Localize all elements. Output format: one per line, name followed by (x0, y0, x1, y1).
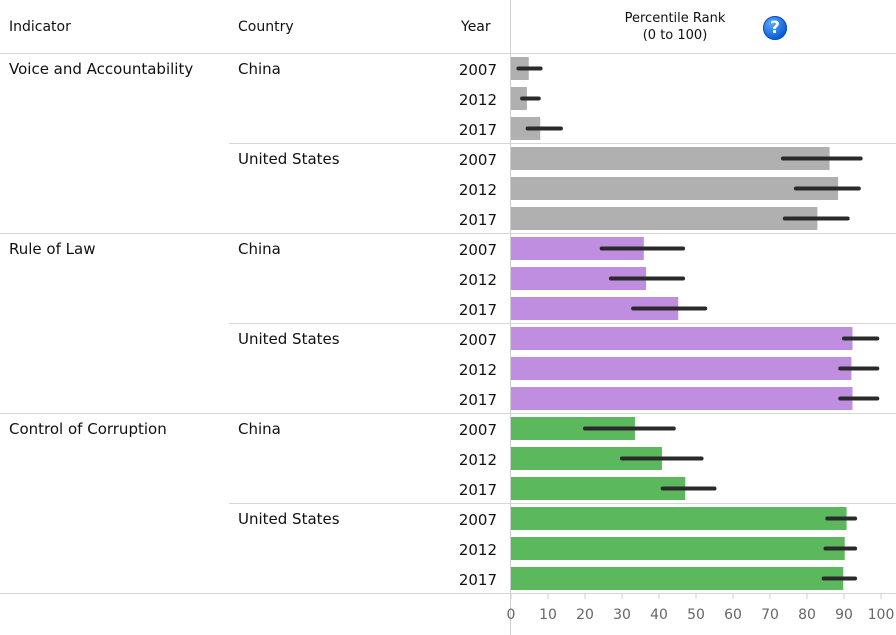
x-tick-label: 20 (576, 607, 594, 623)
year-label: 2012 (458, 271, 497, 289)
country-label: China (238, 420, 281, 438)
year-label: 2007 (458, 241, 497, 259)
bar (511, 147, 830, 170)
header-pr-line1: Percentile Rank (624, 11, 726, 26)
country-label: China (238, 240, 281, 258)
bar (511, 417, 635, 440)
indicator-label: Voice and Accountability (9, 60, 194, 78)
header-pr-line2: (0 to 100) (642, 28, 708, 43)
bar (511, 357, 852, 380)
x-tick-label: 50 (687, 607, 705, 623)
bar (511, 117, 541, 140)
bar (511, 297, 679, 320)
year-label: 2012 (458, 541, 497, 559)
year-label: 2017 (458, 301, 497, 319)
indicator-label: Control of Corruption (9, 420, 167, 438)
year-label: 2017 (458, 391, 497, 409)
year-label: 2017 (458, 211, 497, 229)
year-label: 2007 (458, 421, 497, 439)
year-label: 2017 (458, 481, 497, 499)
x-tick-label: 60 (724, 607, 742, 623)
header-indicator: Indicator (9, 19, 71, 35)
year-label: 2012 (458, 451, 497, 469)
indicator-label: Rule of Law (9, 240, 96, 258)
x-tick-label: 0 (507, 607, 516, 623)
x-tick-label: 40 (650, 607, 668, 623)
bar (511, 537, 845, 560)
year-label: 2012 (458, 91, 497, 109)
header-country: Country (238, 19, 294, 35)
x-tick-label: 30 (613, 607, 631, 623)
bar (511, 477, 686, 500)
bar (511, 267, 647, 290)
bar (511, 507, 847, 530)
bar (511, 237, 644, 260)
header-year: Year (461, 19, 491, 35)
x-tick-label: 70 (761, 607, 779, 623)
bar (511, 87, 527, 110)
year-label: 2007 (458, 61, 497, 79)
bar (511, 177, 839, 200)
header-percentile-rank: Percentile Rank (0 to 100) (605, 10, 745, 44)
bar (511, 567, 844, 590)
x-tick-label: 90 (835, 607, 853, 623)
country-label: United States (238, 330, 340, 348)
year-label: 2017 (458, 121, 497, 139)
help-icon[interactable]: ? (763, 16, 787, 40)
country-label: United States (238, 150, 340, 168)
bar (511, 327, 853, 350)
bar (511, 447, 662, 470)
x-tick-label: 80 (798, 607, 816, 623)
year-label: 2017 (458, 571, 497, 589)
country-label: United States (238, 510, 340, 528)
year-label: 2012 (458, 361, 497, 379)
country-label: China (238, 60, 281, 78)
year-label: 2007 (458, 511, 497, 529)
x-tick-label: 100 (868, 607, 895, 623)
year-label: 2012 (458, 181, 497, 199)
year-label: 2007 (458, 331, 497, 349)
x-tick-label: 10 (539, 607, 557, 623)
bar (511, 207, 818, 230)
year-label: 2007 (458, 151, 497, 169)
bar (511, 387, 853, 410)
